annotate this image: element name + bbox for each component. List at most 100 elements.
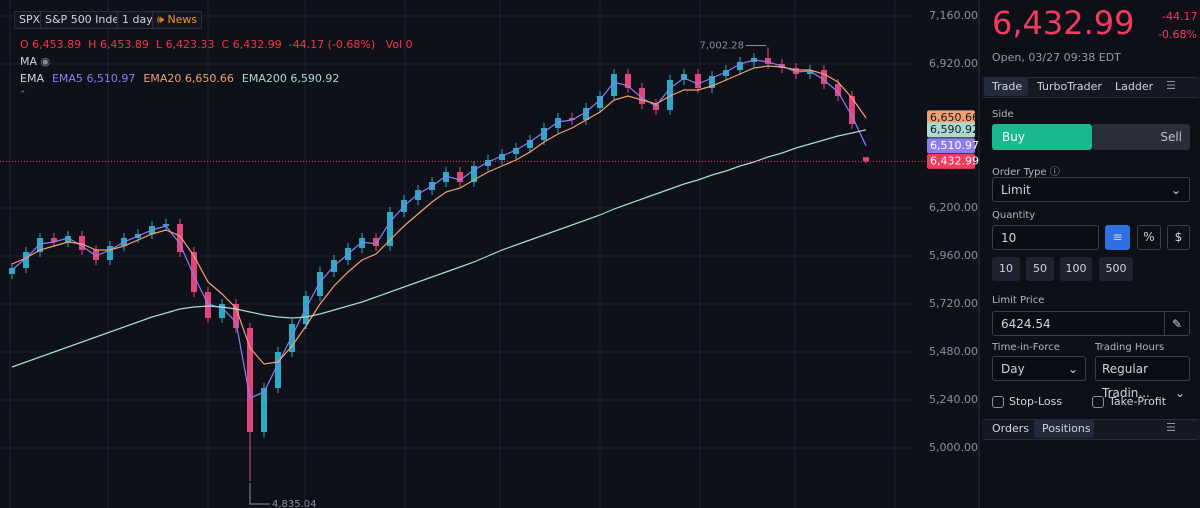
legend-value: 6,510.97 — [86, 72, 136, 85]
ema-line — [11, 129, 867, 368]
candle-body — [373, 238, 379, 246]
candle-body — [485, 160, 491, 166]
candle-body — [163, 224, 169, 226]
candle-body — [737, 62, 743, 70]
candle-body — [695, 74, 701, 88]
candle-body — [65, 236, 71, 242]
ohlc-key: C — [221, 38, 230, 51]
tab-active — [1034, 419, 1094, 438]
y-tick-label: 5,480.00 — [929, 345, 978, 358]
candle-body — [387, 212, 393, 246]
y-tick-label: 5,000.00 — [929, 441, 978, 454]
quantity-preset[interactable]: 100 — [1060, 257, 1092, 281]
select-value: Day — [1001, 362, 1025, 376]
y-tick-label: 5,720.00 — [929, 297, 978, 310]
vol-key: Vol — [385, 38, 403, 51]
annotation-label: 7,002.28 — [699, 41, 744, 52]
candle-body — [821, 70, 827, 84]
quantity-preset[interactable]: 50 — [1026, 257, 1054, 281]
price-change-pct: -0.68% — [1158, 28, 1197, 41]
candle-body — [107, 246, 113, 260]
select-value: Limit — [1001, 183, 1031, 197]
order-type-select[interactable]: Limit ⌄ — [992, 177, 1190, 202]
price-tag — [927, 153, 975, 169]
candle-body — [191, 252, 197, 292]
candle-body — [219, 304, 225, 318]
shares-button[interactable]: ≡ — [1105, 225, 1130, 250]
legend-value: 6,590.92 — [290, 72, 340, 85]
ohlc-key: L — [155, 38, 163, 51]
price-tag — [927, 122, 975, 138]
ohlc-value: 6,453.89 — [32, 38, 82, 51]
ema-line — [11, 65, 867, 365]
price-tag — [927, 138, 975, 154]
legend-name: EMA20 — [143, 72, 182, 85]
quantity-preset[interactable]: 500 — [1099, 257, 1133, 281]
candle-body — [863, 157, 869, 162]
checkbox[interactable] — [992, 396, 1004, 408]
ema-line — [11, 59, 867, 399]
dollar-button[interactable]: $ — [1167, 225, 1190, 250]
symbol-name: S&P 500 Index — [40, 11, 131, 29]
menu-icon[interactable]: ☰ — [1166, 79, 1176, 92]
candle-body — [261, 388, 267, 432]
news[interactable]: 🕪 News — [152, 11, 203, 29]
ohlc-value: 6,453.89 — [99, 38, 149, 51]
tab[interactable]: Ladder — [1115, 80, 1154, 93]
candle-body — [359, 238, 365, 248]
candle-body — [457, 172, 463, 182]
quantity-preset[interactable]: 10 — [992, 257, 1020, 281]
candle-body — [79, 236, 85, 250]
tab[interactable]: Positions — [1042, 422, 1091, 435]
candle-body — [793, 68, 799, 74]
ema-label: EMA — [20, 72, 44, 85]
candle-body — [583, 108, 589, 120]
news-label: News — [167, 13, 198, 26]
candle-body — [93, 250, 99, 260]
quantity-input[interactable]: 10 — [992, 225, 1099, 250]
y-tick-label: 5,960.00 — [929, 249, 978, 262]
tif-select[interactable]: Day ⌄ — [992, 356, 1086, 381]
hours-select[interactable]: Regular Tradin... ⌄ — [1095, 356, 1190, 400]
candle-body — [611, 74, 617, 96]
y-tick-label: 7,160.00 — [929, 9, 978, 22]
checkbox[interactable] — [1092, 396, 1104, 408]
stop-loss-label: Stop-Loss — [1009, 395, 1063, 408]
candle-body — [51, 238, 57, 242]
buy-button[interactable]: Buy — [992, 124, 1092, 150]
order-type-label: Order Type ⓘ — [992, 167, 1060, 178]
candle-body — [625, 74, 631, 88]
candle-body — [37, 238, 43, 252]
ema-legend: EMA EMA5 6,510.97 EMA20 6,650.66 EMA200 6,5… — [20, 72, 339, 85]
tab-active — [984, 77, 1028, 96]
menu-icon[interactable]: ☰ — [1166, 421, 1176, 434]
tif-label: Time-in-Force — [992, 342, 1060, 353]
candle-body — [275, 352, 281, 388]
candle-body — [233, 304, 239, 328]
ma-legend: MA ◉ — [20, 55, 51, 68]
last-price: 6,432.99 — [992, 4, 1135, 42]
candle-body — [205, 292, 211, 318]
candle-body — [723, 70, 729, 76]
candle-body — [807, 70, 813, 74]
collapse-icon[interactable]: ˆ — [20, 89, 26, 102]
tab[interactable]: TurboTrader — [1037, 80, 1102, 93]
sell-button[interactable]: Sell — [1092, 124, 1190, 150]
vol-value: 0 — [405, 38, 413, 51]
tab-bar — [982, 77, 1200, 98]
ohlc: O 6,453.89 H 6,453.89 L 6,423.33 C 6,432… — [20, 38, 413, 51]
limit-price-input[interactable]: 6424.54 ✎ — [992, 311, 1190, 336]
candle-body — [569, 118, 575, 120]
candle-body — [835, 84, 841, 96]
candle-body — [653, 104, 659, 110]
hours-label: Trading Hours — [1095, 342, 1165, 353]
market-status: Open, 03/27 09:38 EDT — [992, 51, 1121, 64]
input-value: 6424.54 — [1001, 317, 1051, 331]
tab[interactable]: Orders — [992, 422, 1029, 435]
candle-body — [709, 76, 715, 88]
tab[interactable]: Trade — [992, 80, 1023, 93]
y-tick-label: 6,920.00 — [929, 57, 978, 70]
candle-body — [541, 128, 547, 140]
percent-button[interactable]: % — [1137, 225, 1161, 250]
